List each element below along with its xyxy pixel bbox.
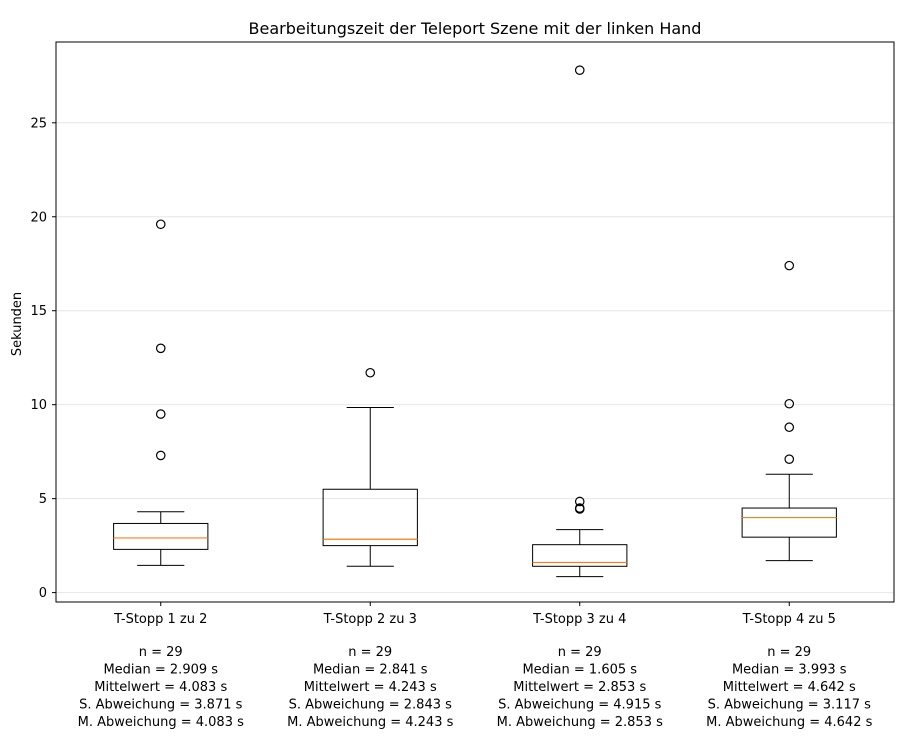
stats-line: Mittelwert = 4.642 s [723,680,856,695]
stats-line: M. Abweichung = 4.642 s [706,715,872,730]
stats-line: Median = 3.993 s [732,663,847,678]
y-tick-label: 25 [30,116,47,131]
outlier-point [784,422,795,433]
boxes-layer [113,65,837,578]
x-tick-label: T-Stopp 4 zu 5 [742,612,836,627]
stats-line: n = 29 [348,645,392,660]
y-axis-label: Sekunden [10,292,25,356]
stats-line: Median = 2.841 s [313,663,428,678]
box-iqr [113,522,209,550]
outlier-point [784,454,795,464]
stats-line: Median = 2.909 s [103,663,218,678]
stats-line: M. Abweichung = 4.243 s [287,715,453,730]
outlier-point [784,398,795,409]
stats-line: M. Abweichung = 2.853 s [497,715,663,730]
plot-frame [55,41,895,603]
stats-line: S. Abweichung = 2.843 s [289,698,453,713]
chart-title: Bearbeitungszeit der Teleport Szene mit … [249,19,702,38]
x-tick-label: T-Stopp 3 zu 4 [532,612,626,627]
outlier-point [365,367,376,378]
stats-line: n = 29 [139,645,183,660]
x-tick-label: T-Stopp 2 zu 3 [323,612,417,627]
outlier-point [574,496,585,507]
stats-line: Median = 1.605 s [522,663,637,678]
stats-line: S. Abweichung = 4.915 s [498,698,662,713]
stats-line: Mittelwert = 4.083 s [94,680,227,695]
box-iqr [532,544,628,567]
outlier-point [574,65,585,75]
outlier-point [155,450,166,461]
outlier-point [574,503,585,513]
y-tick-label: 0 [39,586,47,601]
stats-line: Mittelwert = 4.243 s [304,680,437,695]
x-tick-label: T-Stopp 1 zu 2 [113,612,207,627]
outlier-point [155,409,166,419]
stats-line: Mittelwert = 2.853 s [513,680,646,695]
box-iqr [322,488,418,547]
outlier-point [155,343,166,354]
grid-lines [56,122,894,594]
y-tick-label: 5 [39,492,47,507]
x-axis-ticks: T-Stopp 1 zu 2 n = 29 Median = 2.909 s Mitt… [78,602,873,730]
y-axis-ticks: 0 5 10 15 20 25 [30,116,56,601]
stats-line: n = 29 [767,645,811,660]
outlier-point [784,260,795,271]
stats-line: S. Abweichung = 3.117 s [708,698,872,713]
outlier-point [155,219,166,230]
stats-line: S. Abweichung = 3.871 s [79,698,243,713]
box-iqr [741,507,837,538]
y-tick-label: 20 [30,210,47,225]
y-tick-label: 15 [30,304,47,319]
stats-line: M. Abweichung = 4.083 s [78,715,244,730]
stats-line: n = 29 [558,645,602,660]
y-tick-label: 10 [30,398,47,413]
